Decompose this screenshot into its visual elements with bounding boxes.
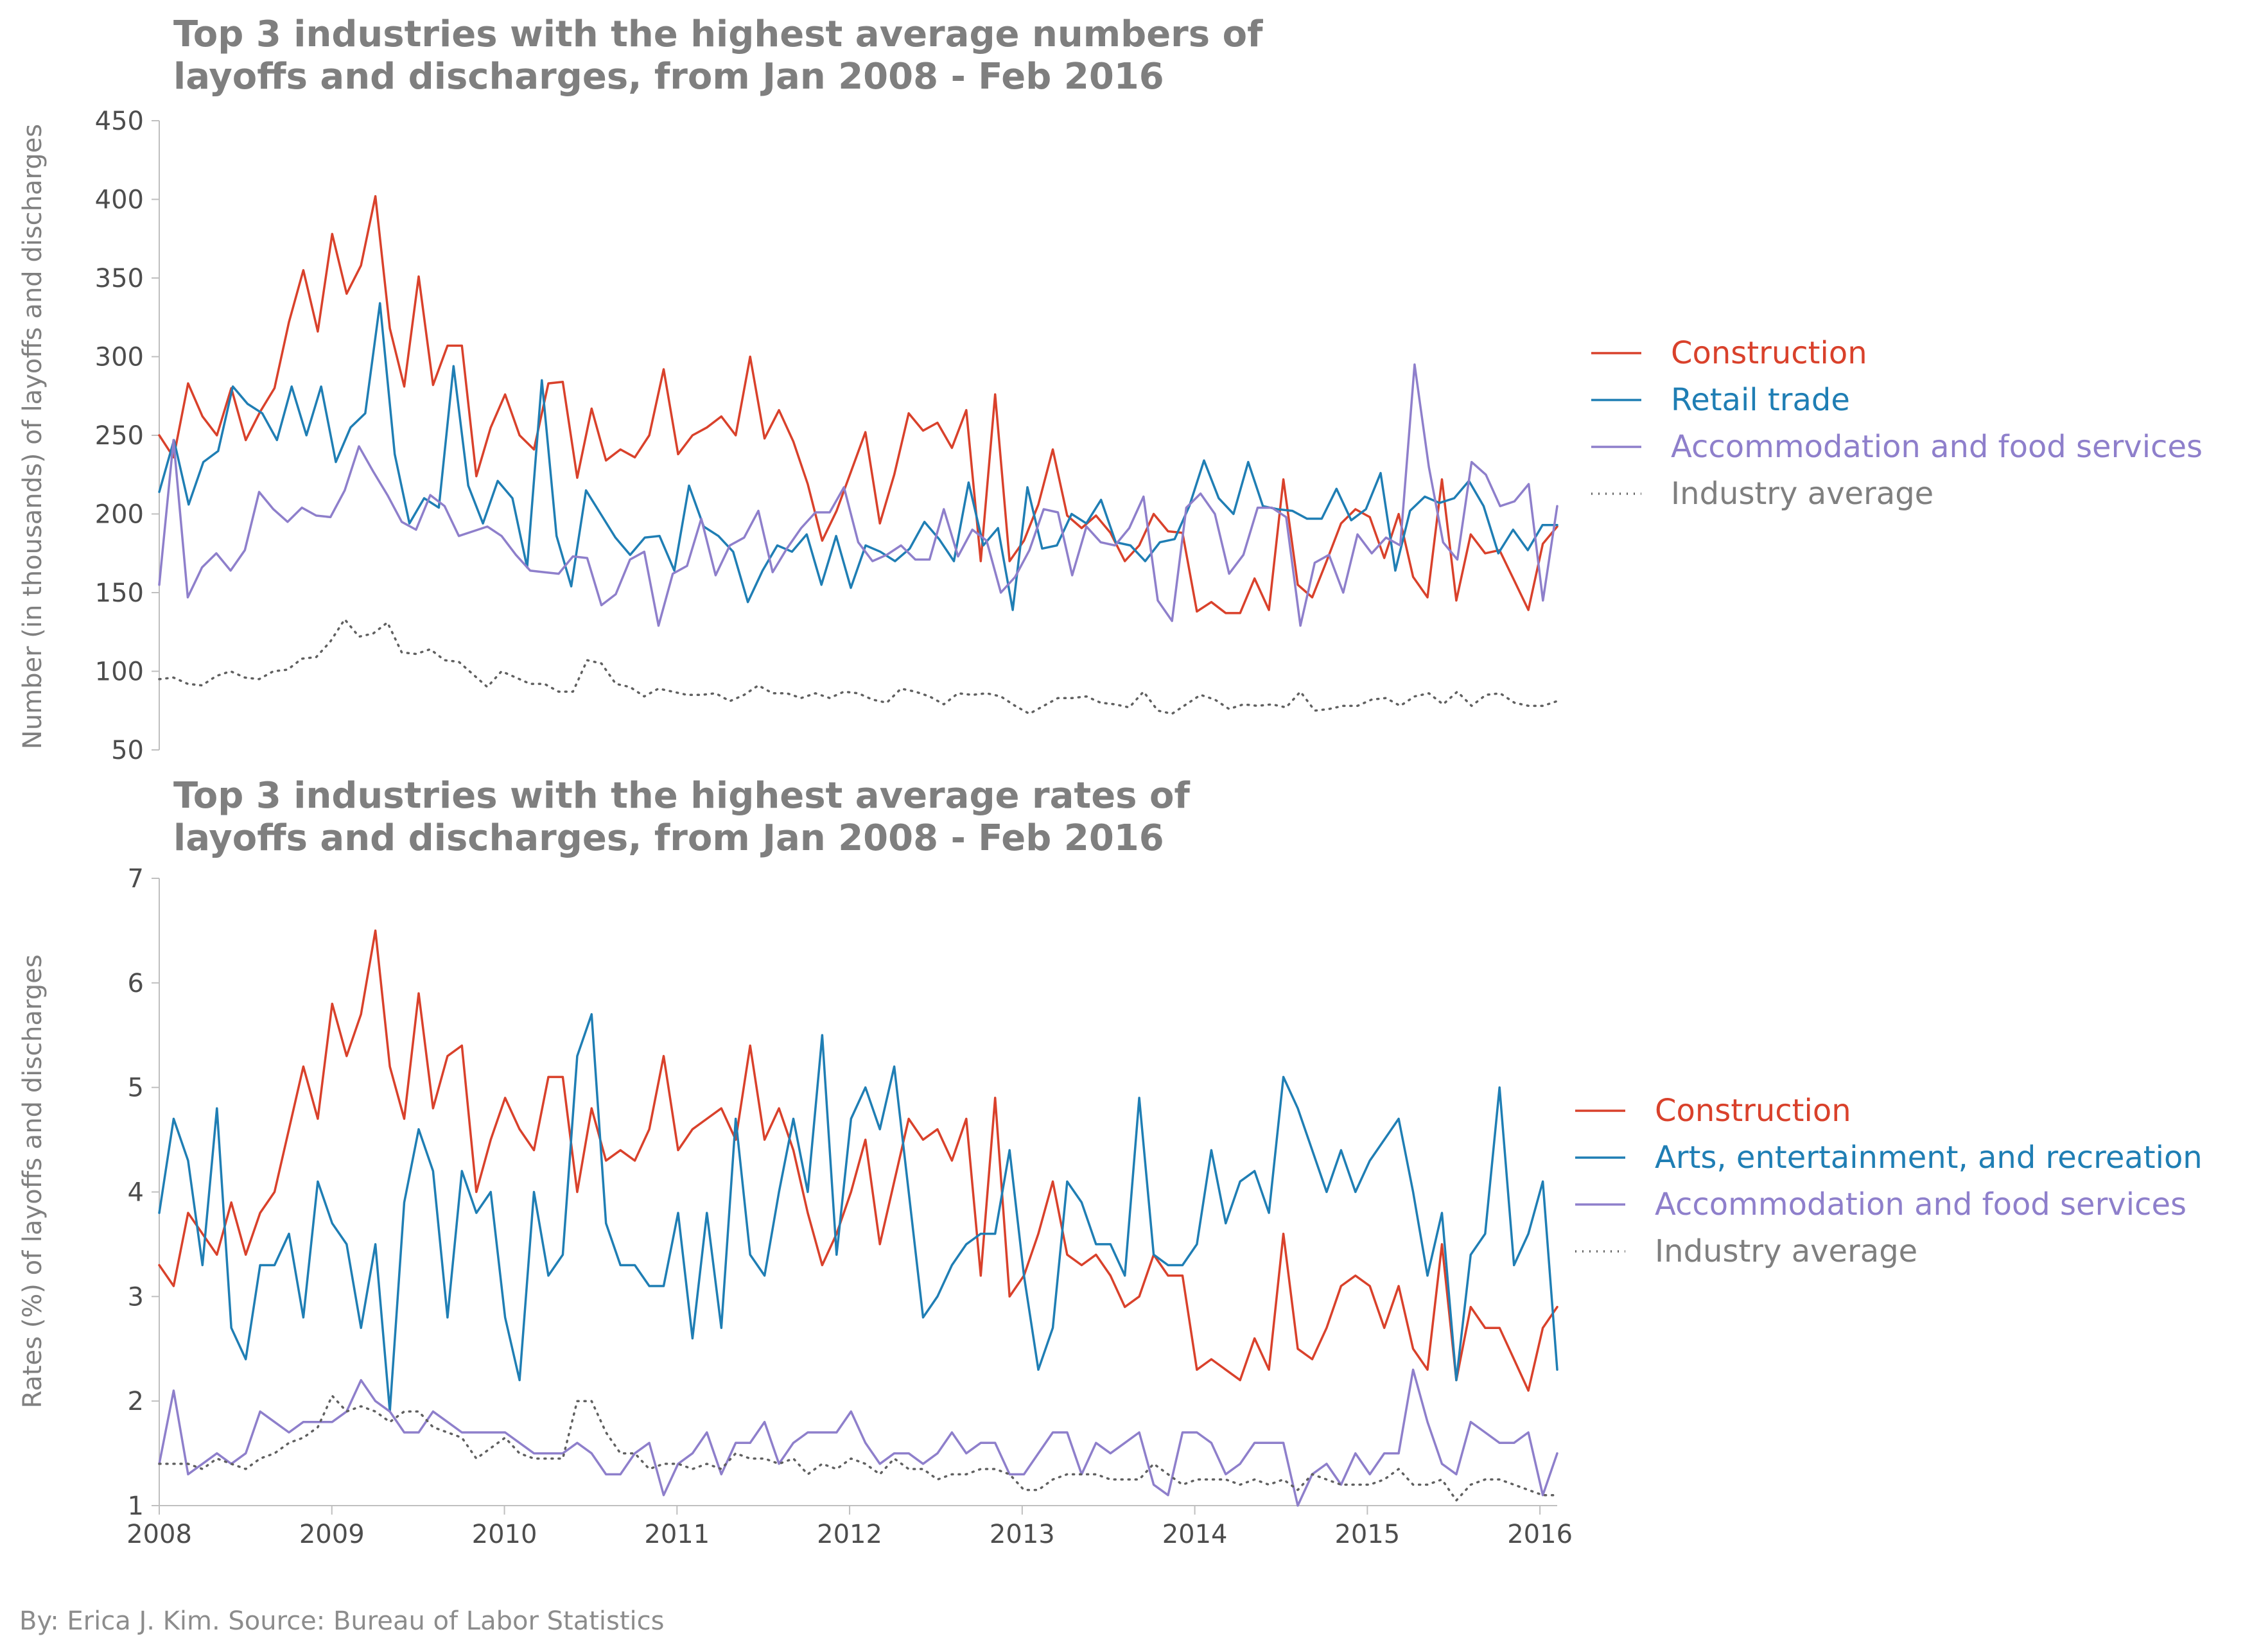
top-chart-y-axis-label: Number (in thousands) of layoffs and dis… xyxy=(18,124,48,749)
top-chart-series-line-3 xyxy=(158,363,1558,627)
bottom-chart-series-line-3 xyxy=(158,1368,1558,1507)
bottom-chart-y-tick-label: 7 xyxy=(128,864,144,894)
bottom-chart-y-axis-label: Rates (%) of layoffs and discharges xyxy=(18,954,48,1408)
top-chart-series-line-1 xyxy=(158,195,1558,614)
bottom-chart-y-ticks: 1 2 3 4 5 6 7 xyxy=(128,864,159,1521)
top-chart-title-line1: Top 3 industries with the highest averag… xyxy=(173,13,1263,55)
bottom-chart: Top 3 industries with the highest averag… xyxy=(18,775,2203,1549)
top-chart-y-tick-label: 50 xyxy=(111,736,144,765)
x-tick-label: 2012 xyxy=(817,1520,882,1549)
bottom-chart-y-tick-label: 3 xyxy=(128,1282,144,1312)
bottom-chart-legend-label: Construction xyxy=(1655,1093,1851,1129)
top-chart-y-tick-label: 100 xyxy=(95,657,144,687)
bottom-chart-y-tick-label: 5 xyxy=(128,1074,144,1103)
top-chart-legend-label: Construction xyxy=(1671,335,1867,371)
bottom-chart-legend-label: Arts, entertainment, and recreation xyxy=(1655,1140,2203,1176)
top-chart-legend-label: Industry average xyxy=(1671,476,1933,512)
top-chart-y-tick-label: 450 xyxy=(95,107,144,136)
bottom-chart-title-line2: layoffs and discharges, from Jan 2008 - … xyxy=(173,817,1164,859)
bottom-chart-y-tick-label: 6 xyxy=(128,969,144,998)
x-tick-label: 2009 xyxy=(299,1520,365,1549)
top-chart-y-tick-label: 250 xyxy=(95,421,144,451)
x-tick-label: 2011 xyxy=(644,1520,710,1549)
bottom-chart-legend-label: Industry average xyxy=(1655,1233,1917,1269)
bottom-chart-x-ticks: 2008 2009 2010 2011 2012 2013 2014 2015 2016 xyxy=(127,1506,1573,1549)
bottom-chart-legend: Construction Arts, entertainment, and rec… xyxy=(1575,1093,2203,1269)
bottom-chart-series-line-2 xyxy=(158,1013,1558,1413)
top-chart-y-tick-label: 400 xyxy=(95,186,144,215)
top-chart-series-line-4 xyxy=(158,618,1558,715)
top-chart: Top 3 industries with the highest averag… xyxy=(18,13,2203,765)
bottom-chart-y-tick-label: 4 xyxy=(128,1178,144,1208)
x-tick-label: 2010 xyxy=(472,1520,537,1549)
top-chart-series xyxy=(158,195,1558,715)
x-tick-label: 2008 xyxy=(127,1520,192,1549)
top-chart-y-tick-label: 150 xyxy=(95,578,144,608)
x-tick-label: 2014 xyxy=(1162,1520,1228,1549)
x-tick-label: 2015 xyxy=(1334,1520,1400,1549)
x-tick-label: 2016 xyxy=(1507,1520,1573,1549)
bottom-chart-y-tick-label: 1 xyxy=(128,1491,144,1521)
bottom-chart-series xyxy=(158,929,1558,1507)
bottom-chart-y-tick-label: 2 xyxy=(128,1387,144,1416)
top-chart-y-tick-label: 200 xyxy=(95,500,144,530)
top-chart-legend-label: Accommodation and food services xyxy=(1671,429,2203,465)
bottom-chart-series-line-1 xyxy=(158,929,1558,1392)
top-chart-legend: Construction Retail trade Accommodation an… xyxy=(1591,335,2203,512)
top-chart-y-ticks: 50 100 150 200 250 300 350 400 450 xyxy=(95,107,159,765)
x-tick-label: 2013 xyxy=(990,1520,1055,1549)
bottom-chart-title-line1: Top 3 industries with the highest averag… xyxy=(173,775,1190,817)
top-chart-series-line-2 xyxy=(158,302,1558,611)
bottom-chart-series-line-4 xyxy=(158,1395,1558,1502)
top-chart-title-line2: layoffs and discharges, from Jan 2008 - … xyxy=(173,56,1164,98)
top-chart-y-tick-label: 350 xyxy=(95,264,144,293)
bottom-chart-legend-label: Accommodation and food services xyxy=(1655,1187,2187,1222)
source-credit: By: Erica J. Kim. Source: Bureau of Labo… xyxy=(19,1606,664,1636)
top-chart-legend-label: Retail trade xyxy=(1671,382,1850,418)
top-chart-y-tick-label: 300 xyxy=(95,343,144,372)
